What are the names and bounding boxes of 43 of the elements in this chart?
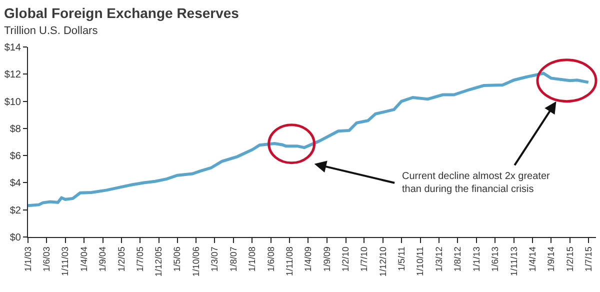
x-tick-label: 1/4/04 xyxy=(78,246,89,272)
y-tick-label: $8 xyxy=(10,124,22,135)
x-tick-label: 1/3/12 xyxy=(434,246,444,272)
x-tick-label: 1/9/14 xyxy=(546,246,556,272)
x-tick-label: 1/7/10 xyxy=(359,246,370,272)
x-tick-label: 1/9/04 xyxy=(98,246,108,272)
x-tick-label: 1/3/07 xyxy=(210,246,220,272)
x-tick-label: 1/10/06 xyxy=(191,246,202,277)
x-tick-label: 1/1/13 xyxy=(471,246,482,272)
x-tick-label: 1/7/15 xyxy=(583,246,594,272)
y-tick-label: $10 xyxy=(4,96,22,108)
x-tick-label: 1/8/12 xyxy=(452,246,463,272)
y-tick-label: $12 xyxy=(4,70,22,81)
x-tick-label: 1/5/06 xyxy=(172,246,182,272)
x-tick-label: 1/1/03 xyxy=(22,246,33,272)
y-tick-label: $0 xyxy=(10,232,22,244)
chart-title: Global Foreign Exchange Reserves xyxy=(4,5,240,21)
y-tick-label: $6 xyxy=(10,151,22,162)
x-tick-label: 1/11/03 xyxy=(60,246,70,276)
y-tick-label: $2 xyxy=(10,205,22,216)
x-tick-label: 1/7/05 xyxy=(134,246,145,272)
x-tick-label: 1/10/11 xyxy=(415,246,426,276)
x-tick-label: 1/1/08 xyxy=(247,246,258,272)
y-tick-label: $4 xyxy=(10,178,22,190)
x-tick-label: 1/4/14 xyxy=(527,246,538,272)
x-tick-label: 1/6/03 xyxy=(41,246,52,272)
x-tick-label: 1/5/11 xyxy=(396,246,406,271)
x-tick-label: 1/11/13 xyxy=(508,246,519,276)
x-tick-label: 1/4/09 xyxy=(303,246,314,272)
x-tick-label: 1/11/08 xyxy=(284,246,295,276)
x-tick-label: 1/12/05 xyxy=(154,246,164,277)
line-series xyxy=(28,72,590,208)
x-tick-label: 1/9/09 xyxy=(322,246,332,272)
x-tick-label: 1/2/05 xyxy=(116,246,126,272)
y-axis-title: Trillion U.S. Dollars xyxy=(4,25,98,37)
x-tick-label: 1/8/07 xyxy=(228,246,238,272)
x-tick-label: 1/6/08 xyxy=(266,246,276,272)
x-tick-label: 1/2/15 xyxy=(564,246,575,272)
annotation: Current decline almost 2x greater than during the financial crisis xyxy=(402,171,551,195)
x-tick-label: 1/2/10 xyxy=(340,246,351,272)
x-tick-label: 1/12/10 xyxy=(378,246,388,277)
y-tick-label: $14 xyxy=(4,42,22,54)
x-tick-label: 1/6/13 xyxy=(490,246,500,272)
